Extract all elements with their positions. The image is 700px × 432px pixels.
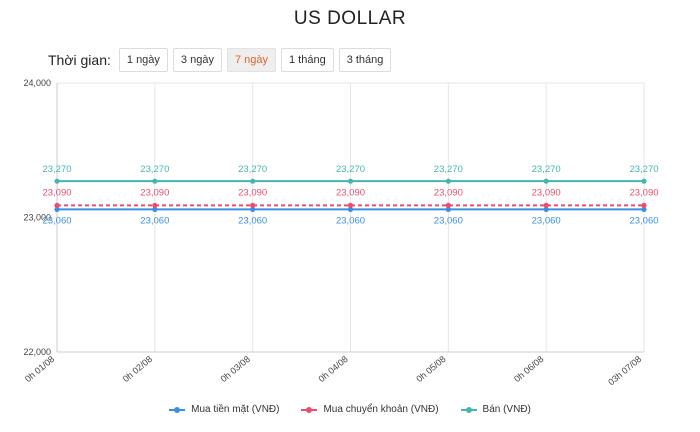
data-label: 23,090 xyxy=(42,187,71,198)
data-label: 23,270 xyxy=(629,164,658,175)
range-button-1-month[interactable]: 1 tháng xyxy=(280,48,334,72)
data-label: 23,270 xyxy=(42,164,71,175)
data-label: 23,270 xyxy=(336,164,365,175)
data-point xyxy=(641,206,647,213)
legend-swatch-transfer-buy xyxy=(301,405,318,415)
data-point xyxy=(543,206,549,213)
data-label: 23,270 xyxy=(238,164,267,175)
range-button-1-day[interactable]: 1 ngày xyxy=(118,48,168,72)
data-label: 23,090 xyxy=(434,187,463,198)
x-tick-label: 03h 07/08 xyxy=(606,354,643,387)
data-label: 23,090 xyxy=(140,187,169,198)
data-label: 23,060 xyxy=(434,215,463,226)
data-label: 23,060 xyxy=(336,215,365,226)
x-tick-label: 0h 01/08 xyxy=(23,354,56,384)
legend-item-transfer-buy[interactable]: Mua chuyển khoản (VNĐ) xyxy=(301,404,439,415)
time-range-selector: Thời gian: 1 ngày 3 ngày 7 ngày 1 tháng … xyxy=(48,47,396,73)
data-point xyxy=(641,202,647,208)
legend-swatch-sell xyxy=(460,405,477,415)
range-button-7-days[interactable]: 7 ngày xyxy=(226,48,276,72)
data-point xyxy=(347,178,354,184)
data-point xyxy=(152,202,158,208)
y-tick-label: 23,000 xyxy=(23,213,51,223)
data-label: 23,270 xyxy=(532,164,561,175)
data-label: 23,060 xyxy=(238,215,267,226)
data-label: 23,060 xyxy=(629,215,658,226)
y-tick-label: 24,000 xyxy=(23,78,51,88)
chart-title: US DOLLAR xyxy=(293,8,407,29)
data-label: 23,060 xyxy=(532,215,561,226)
x-tick-label: 0h 04/08 xyxy=(317,354,350,384)
legend-item-sell[interactable]: Bán (VNĐ) xyxy=(460,404,531,415)
data-label: 23,090 xyxy=(336,187,365,198)
data-point xyxy=(445,178,451,184)
data-label: 23,090 xyxy=(238,187,267,198)
legend-label-sell: Bán (VNĐ) xyxy=(482,404,531,415)
data-point xyxy=(445,206,451,213)
time-range-label: Thời gian: xyxy=(48,52,111,68)
data-label: 23,270 xyxy=(434,164,463,175)
legend-label-cash-buy: Mua tiền mặt (VNĐ) xyxy=(191,404,280,415)
data-point xyxy=(543,202,549,208)
data-point xyxy=(250,206,256,213)
chart-legend: Mua tiền mặt (VNĐ) Mua chuyển khoản (VNĐ… xyxy=(0,404,700,415)
data-point xyxy=(54,202,60,208)
y-tick-label: 22,000 xyxy=(23,347,51,357)
x-tick-label: 0h 02/08 xyxy=(121,354,154,384)
data-label: 23,090 xyxy=(629,187,658,198)
data-point xyxy=(641,178,647,184)
data-point xyxy=(347,202,354,208)
data-point xyxy=(250,178,256,184)
data-point xyxy=(445,202,451,208)
data-label: 23,060 xyxy=(42,215,71,226)
data-point xyxy=(54,178,60,184)
data-point xyxy=(347,206,354,213)
data-point xyxy=(152,178,158,184)
x-tick-label: 0h 03/08 xyxy=(219,354,252,384)
legend-label-transfer-buy: Mua chuyển khoản (VNĐ) xyxy=(323,404,439,415)
data-point xyxy=(250,202,256,208)
data-point xyxy=(54,206,60,213)
x-tick-label: 0h 06/08 xyxy=(512,354,545,384)
data-label: 23,090 xyxy=(532,187,561,198)
legend-swatch-cash-buy xyxy=(169,405,186,415)
legend-item-cash-buy[interactable]: Mua tiền mặt (VNĐ) xyxy=(169,404,279,415)
x-tick-label: 0h 05/08 xyxy=(414,354,447,384)
range-button-3-months[interactable]: 3 tháng xyxy=(338,48,392,72)
data-point xyxy=(152,206,158,213)
range-button-3-days[interactable]: 3 ngày xyxy=(172,48,222,72)
data-label: 23,060 xyxy=(140,215,169,226)
data-point xyxy=(543,178,549,184)
data-label: 23,270 xyxy=(140,164,169,175)
